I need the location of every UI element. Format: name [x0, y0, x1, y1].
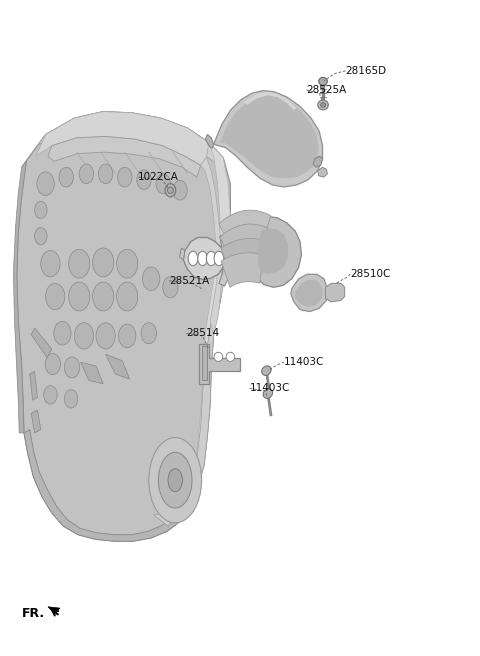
Ellipse shape: [262, 366, 271, 375]
Polygon shape: [220, 95, 319, 178]
Polygon shape: [31, 410, 41, 433]
Polygon shape: [17, 112, 230, 541]
Circle shape: [163, 277, 178, 298]
Circle shape: [93, 282, 114, 311]
Circle shape: [54, 321, 71, 345]
Polygon shape: [192, 142, 230, 489]
Circle shape: [37, 172, 54, 195]
Circle shape: [98, 164, 113, 184]
Circle shape: [96, 323, 115, 349]
Circle shape: [93, 248, 114, 277]
Text: 11403C: 11403C: [250, 383, 290, 394]
Circle shape: [45, 354, 60, 375]
Circle shape: [64, 390, 78, 408]
Polygon shape: [253, 216, 301, 287]
Circle shape: [41, 251, 60, 277]
Circle shape: [64, 357, 80, 378]
Circle shape: [59, 167, 73, 187]
Polygon shape: [183, 237, 225, 279]
Circle shape: [173, 180, 187, 200]
Polygon shape: [219, 235, 230, 286]
Ellipse shape: [165, 184, 176, 197]
Circle shape: [117, 282, 138, 311]
Polygon shape: [219, 210, 271, 251]
Ellipse shape: [319, 77, 327, 85]
Polygon shape: [221, 253, 264, 287]
Ellipse shape: [321, 102, 325, 108]
Text: FR.: FR.: [22, 607, 45, 620]
Text: 1022CA: 1022CA: [138, 172, 179, 182]
Polygon shape: [325, 283, 345, 302]
Polygon shape: [258, 228, 288, 274]
Ellipse shape: [318, 100, 328, 110]
Polygon shape: [13, 161, 26, 433]
Polygon shape: [199, 344, 240, 384]
Polygon shape: [291, 274, 327, 312]
Polygon shape: [205, 134, 214, 148]
Polygon shape: [214, 91, 323, 187]
Polygon shape: [313, 156, 323, 167]
Text: 11403C: 11403C: [284, 357, 324, 367]
Polygon shape: [201, 157, 222, 335]
Ellipse shape: [149, 438, 202, 523]
Polygon shape: [81, 362, 103, 384]
Text: 28165D: 28165D: [346, 66, 387, 76]
Ellipse shape: [168, 468, 182, 492]
Circle shape: [44, 386, 57, 404]
Circle shape: [137, 170, 151, 190]
Circle shape: [156, 174, 170, 194]
Ellipse shape: [226, 352, 235, 361]
Ellipse shape: [188, 251, 198, 266]
Polygon shape: [30, 371, 37, 400]
Ellipse shape: [214, 352, 223, 361]
Circle shape: [118, 167, 132, 187]
Circle shape: [35, 228, 47, 245]
Circle shape: [117, 249, 138, 278]
Polygon shape: [31, 328, 52, 358]
Polygon shape: [48, 607, 60, 613]
Polygon shape: [221, 239, 265, 274]
Polygon shape: [48, 136, 201, 177]
Circle shape: [35, 201, 47, 218]
Ellipse shape: [168, 187, 173, 194]
Circle shape: [141, 323, 156, 344]
Circle shape: [69, 282, 90, 311]
Polygon shape: [245, 92, 297, 110]
Polygon shape: [295, 279, 323, 307]
Polygon shape: [318, 167, 327, 177]
Text: 28510C: 28510C: [350, 269, 391, 279]
Ellipse shape: [206, 251, 216, 266]
Ellipse shape: [263, 389, 273, 398]
Circle shape: [79, 164, 94, 184]
Ellipse shape: [214, 251, 224, 266]
Circle shape: [46, 283, 65, 310]
Polygon shape: [36, 112, 209, 165]
Circle shape: [69, 249, 90, 278]
Circle shape: [74, 323, 94, 349]
Circle shape: [119, 324, 136, 348]
Polygon shape: [106, 354, 130, 379]
Polygon shape: [22, 112, 223, 167]
Polygon shape: [180, 248, 185, 260]
Text: 28525A: 28525A: [306, 85, 347, 95]
Ellipse shape: [198, 251, 207, 266]
Polygon shape: [202, 346, 207, 380]
Polygon shape: [24, 430, 197, 541]
Text: 28514: 28514: [186, 328, 219, 338]
Polygon shape: [220, 224, 267, 261]
Polygon shape: [154, 289, 221, 526]
Text: 28521A: 28521A: [169, 276, 209, 286]
Ellipse shape: [158, 453, 192, 508]
Circle shape: [143, 267, 160, 291]
